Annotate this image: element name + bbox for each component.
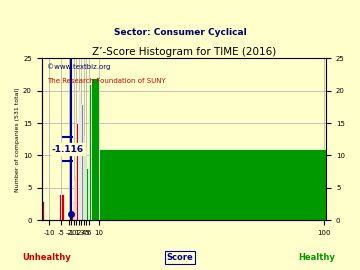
- Text: Unhealthy: Unhealthy: [22, 253, 71, 262]
- Bar: [78, 117, 79, 220]
- Bar: [86, 168, 88, 220]
- Y-axis label: Number of companies (531 total): Number of companies (531 total): [15, 87, 20, 192]
- Bar: [59, 194, 62, 220]
- Title: Z’-Score Histogram for TIME (2016): Z’-Score Histogram for TIME (2016): [92, 48, 276, 58]
- Text: Healthy: Healthy: [298, 253, 335, 262]
- Text: The Research Foundation of SUNY: The Research Foundation of SUNY: [47, 78, 166, 84]
- Bar: [83, 136, 84, 220]
- Bar: [88, 175, 89, 220]
- Bar: [62, 194, 64, 220]
- Bar: [70, 207, 72, 220]
- Bar: [85, 149, 86, 220]
- Text: Sector: Consumer Cyclical: Sector: Consumer Cyclical: [114, 28, 246, 37]
- Bar: [80, 117, 81, 220]
- Bar: [76, 123, 78, 220]
- Bar: [89, 84, 91, 220]
- Text: Score: Score: [167, 253, 193, 262]
- Bar: [69, 214, 70, 220]
- Text: -1.116: -1.116: [52, 144, 84, 154]
- Bar: [75, 175, 76, 220]
- Bar: [73, 201, 74, 220]
- Bar: [99, 149, 326, 220]
- Bar: [84, 143, 85, 220]
- Bar: [81, 104, 83, 220]
- Text: ©www.textbiz.org: ©www.textbiz.org: [47, 63, 111, 70]
- Bar: [74, 181, 75, 220]
- Bar: [79, 91, 80, 220]
- Bar: [72, 214, 73, 220]
- Bar: [41, 201, 44, 220]
- Bar: [91, 78, 99, 220]
